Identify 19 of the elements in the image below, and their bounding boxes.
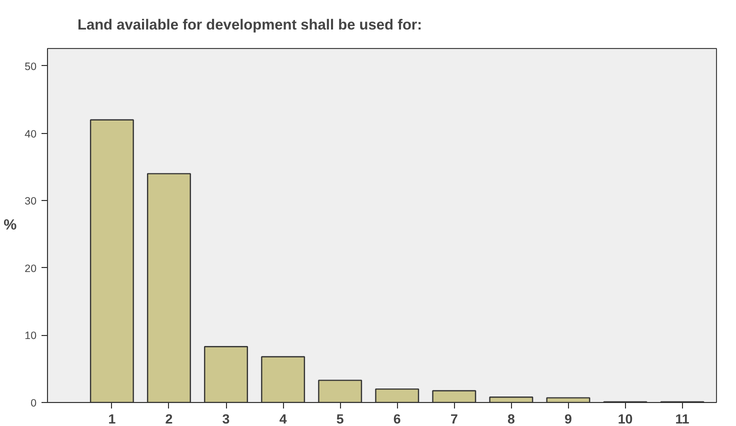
y-axis-title: % xyxy=(4,218,17,234)
x-tick-label: 9 xyxy=(564,412,572,426)
x-tick-label: 5 xyxy=(336,412,344,426)
y-tick-label: 0 xyxy=(30,398,37,410)
chart-title: Land available for development shall be used for: xyxy=(78,18,422,34)
y-tick-label: 50 xyxy=(24,61,37,73)
x-tick-label: 1 xyxy=(108,412,116,426)
y-tick-label: 10 xyxy=(24,330,37,342)
x-tick-label: 4 xyxy=(279,412,288,426)
x-tick-label: 11 xyxy=(675,412,690,426)
y-tick-label: 20 xyxy=(24,262,37,275)
x-tick-label: 2 xyxy=(165,412,173,426)
x-tick-label: 3 xyxy=(222,412,230,426)
y-tick-label: 30 xyxy=(24,196,37,208)
x-tick-label: 8 xyxy=(507,412,515,426)
y-tick-label: 40 xyxy=(24,128,37,140)
x-tick-label: 6 xyxy=(393,412,401,426)
x-tick-label: 7 xyxy=(450,412,458,426)
x-tick-label: 10 xyxy=(618,412,633,426)
